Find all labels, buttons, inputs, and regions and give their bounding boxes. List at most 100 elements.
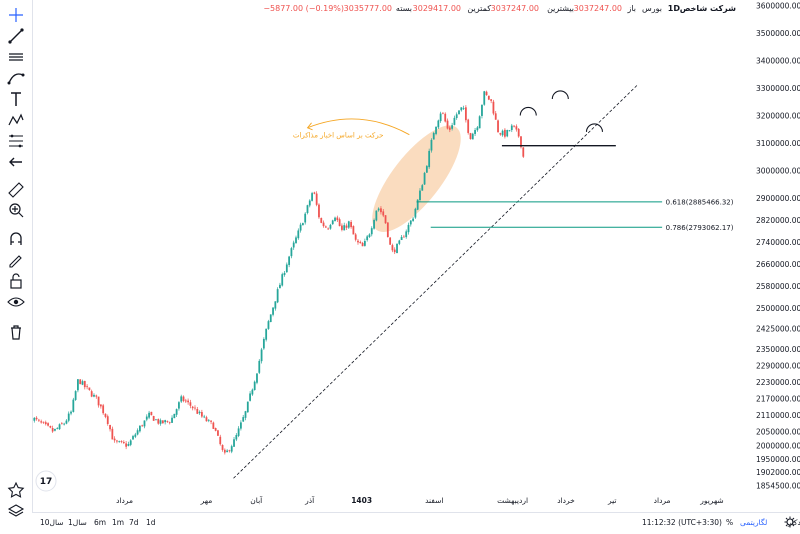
candle-body [334,217,336,222]
price-tick-label: 2820000.00 [756,216,800,225]
trend-line-icon[interactable] [6,27,26,45]
candle-body [106,416,109,424]
candle-body [414,208,417,218]
candle-body [453,117,456,125]
annotation-text: حرکت بر اساس اخبار مذاکرات [293,131,384,139]
ruler-icon[interactable] [6,180,26,198]
price-axis[interactable]: 3600000.00 3500000.00 3400000.00 3300000.00… [756,1,800,490]
candle-body [338,219,341,227]
candle-body [168,422,171,424]
low-value: 3029417.00 [412,4,461,13]
candle-body [508,130,511,132]
candle-body [33,417,36,421]
open-label: باز [627,4,636,13]
dashed-trendline [233,84,638,479]
clock[interactable]: 11:12:32 (UTC+3:30) [642,518,722,527]
right-shoulder-arc [585,123,604,132]
zoom-in-icon[interactable] [6,201,26,219]
magnet-icon[interactable] [6,230,26,248]
candle-body [70,411,72,414]
candle-body [375,210,378,221]
price-chart[interactable]: 0.618(2885466.32) 0.786(2793062.17) حرکت ب… [0,0,800,512]
price-tick-label: 1854500.00 [756,481,800,490]
candle-body [324,226,327,228]
candle-body [481,104,483,116]
candle-body [283,272,286,275]
candle-body [37,419,40,421]
candle-body [138,425,141,432]
range-1y[interactable]: 1سال [68,518,87,527]
time-axis[interactable]: مرداد مهر آبان آذر 1403 اسفند اردیبهشت خرداد تیر… [116,495,724,505]
candle-body [435,126,437,134]
pattern-icon[interactable] [6,111,26,129]
pencil-lock-icon[interactable] [6,251,26,269]
trash-icon[interactable] [6,323,26,341]
time-tick-label: آبان [250,495,263,505]
candle-body [432,133,435,140]
price-tick-label: 3000000.00 [756,166,800,175]
candle-body [487,95,490,100]
candle-body [416,199,419,210]
time-tick-label: مهر [200,496,213,505]
open-value: 3037247.00 [573,4,622,13]
crosshair-icon[interactable] [6,6,26,24]
price-tick-label: 2050000.00 [756,428,800,437]
text-icon[interactable] [6,90,26,108]
candle-body [421,185,424,191]
arrow-left-icon[interactable] [6,153,26,171]
candle-body [437,120,440,128]
candle-body [159,420,162,424]
candle-body [205,417,208,422]
percent-toggle[interactable]: % [726,518,734,527]
log-toggle[interactable]: لگاریتمی [740,518,768,527]
candle-body [99,404,102,407]
candle-body [499,133,502,135]
candle-body [363,241,366,246]
candle-body [244,411,247,418]
fib-tool-icon[interactable] [6,132,26,150]
eye-icon[interactable] [6,293,26,311]
candle-body [386,222,389,238]
lock-icon[interactable] [6,272,26,290]
low-label: کمترین [467,4,491,13]
candle-body [72,399,75,412]
candle-body [308,200,311,206]
candle-body [230,446,233,452]
candle-body [104,413,107,417]
candle-body [226,450,229,453]
candle-body [189,402,192,406]
range-1d[interactable]: 1d [146,518,156,527]
settings-gear-icon[interactable] [784,516,796,528]
candle-body [83,380,86,388]
layers-icon[interactable] [6,502,26,520]
candle-body [384,215,387,224]
plot-background [32,0,744,512]
candle-body [462,108,465,109]
candle-body [258,360,261,373]
price-tick-label: 2290000.00 [756,362,800,371]
candle-body [504,129,506,137]
range-7d[interactable]: 7d [129,518,139,527]
candle-body [217,430,219,436]
candle-body [116,440,118,442]
candle-body [184,400,187,402]
curve-icon[interactable] [6,69,26,87]
candle-body [161,420,164,424]
symbol-name: شرکت شاخص [679,4,736,13]
candle-body [299,224,302,231]
range-1m[interactable]: 1m [112,518,125,527]
tradingview-logo: 17 [35,470,57,492]
candle-body [306,205,309,214]
candle-body [173,413,176,419]
range-10y[interactable]: 10سال [40,518,64,527]
parallel-channel-icon[interactable] [6,48,26,66]
star-icon[interactable] [6,481,26,499]
candle-body [260,349,263,362]
candle-body [265,328,268,340]
range-6m[interactable]: 6m [94,518,107,527]
candle-body [428,150,431,168]
candle-body [419,190,421,200]
candle-body [272,307,274,315]
symbol-header: شرکت شاخص 1D بورس باز 3037247.00 بیشترین… [32,0,744,18]
candle-body [129,440,132,445]
